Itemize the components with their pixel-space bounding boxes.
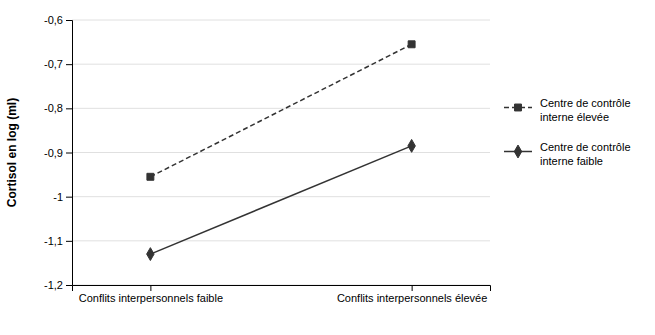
series-line bbox=[150, 44, 411, 177]
y-tick-mark bbox=[66, 197, 72, 198]
series-marker bbox=[147, 248, 154, 261]
series-marker bbox=[147, 173, 154, 180]
y-tick-label: -1,1 bbox=[44, 235, 63, 247]
legend-label: Centre de contrôleinterne faible bbox=[540, 140, 631, 166]
y-tick-mark bbox=[66, 64, 72, 65]
y-tick-mark bbox=[66, 108, 72, 109]
grid-line bbox=[72, 20, 490, 21]
y-tick: -0,6 bbox=[44, 14, 72, 26]
legend-item: Centre de contrôleinterne faible bbox=[504, 140, 631, 166]
x-axis: Conflits interpersonnels faible Conflits … bbox=[73, 285, 491, 304]
x-tick: Conflits interpersonnels faible bbox=[79, 285, 223, 304]
grid-line bbox=[72, 240, 490, 241]
legend-marker bbox=[515, 104, 522, 111]
chart: -1,2 -1,1 -1 -0,9 -0,8 -0,7 -0,6 Conflits inter… bbox=[0, 0, 655, 335]
y-tick-label: -0,8 bbox=[44, 102, 63, 114]
y-axis-title: Cortisol en log (ml) bbox=[5, 98, 19, 207]
y-tick: -1,2 bbox=[44, 279, 72, 291]
y-tick-mark bbox=[66, 20, 72, 21]
legend: Centre de contrôleinterne élevée Centre d… bbox=[504, 96, 631, 166]
x-tick-label: Conflits interpersonnels faible bbox=[79, 292, 223, 304]
y-tick: -1 bbox=[53, 191, 72, 203]
series-line bbox=[150, 146, 411, 254]
series-marker bbox=[408, 41, 415, 48]
legend-marker bbox=[514, 145, 521, 158]
x-tick-mark bbox=[150, 285, 151, 291]
marks bbox=[147, 41, 416, 261]
plot: -1,2 -1,1 -1 -0,9 -0,8 -0,7 -0,6 Conflits inter… bbox=[5, 14, 491, 304]
y-axis-line bbox=[66, 21, 73, 286]
y-axis: -1,2 -1,1 -1 -0,9 -0,8 -0,7 -0,6 bbox=[44, 14, 72, 291]
x-tick: Conflits interpersonnels élevée bbox=[337, 285, 487, 304]
y-tick: -1,1 bbox=[44, 235, 72, 247]
y-tick-mark bbox=[66, 285, 72, 286]
y-tick-mark bbox=[66, 241, 72, 242]
y-tick-label: -0,7 bbox=[44, 58, 63, 70]
y-tick: -0,9 bbox=[44, 147, 72, 159]
y-tick-label: -1,2 bbox=[44, 279, 63, 291]
y-tick: -0,7 bbox=[44, 58, 72, 70]
y-tick: -0,8 bbox=[44, 102, 72, 114]
grid bbox=[72, 20, 490, 285]
legend-item: Centre de contrôleinterne élevée bbox=[504, 96, 631, 122]
y-tick-label: -0,6 bbox=[44, 14, 63, 26]
grid-line bbox=[72, 64, 490, 65]
x-axis-line bbox=[73, 286, 491, 292]
grid-line bbox=[72, 152, 490, 153]
y-tick-label: -0,9 bbox=[44, 147, 63, 159]
grid-line bbox=[72, 108, 490, 109]
legend-label: Centre de contrôleinterne élevée bbox=[540, 96, 631, 122]
series-marker bbox=[408, 139, 415, 152]
x-tick-label: Conflits interpersonnels élevée bbox=[337, 292, 487, 304]
x-tick-mark bbox=[412, 285, 413, 291]
y-tick-label: -1 bbox=[53, 191, 63, 203]
grid-line bbox=[72, 196, 490, 197]
y-tick-mark bbox=[66, 153, 72, 154]
